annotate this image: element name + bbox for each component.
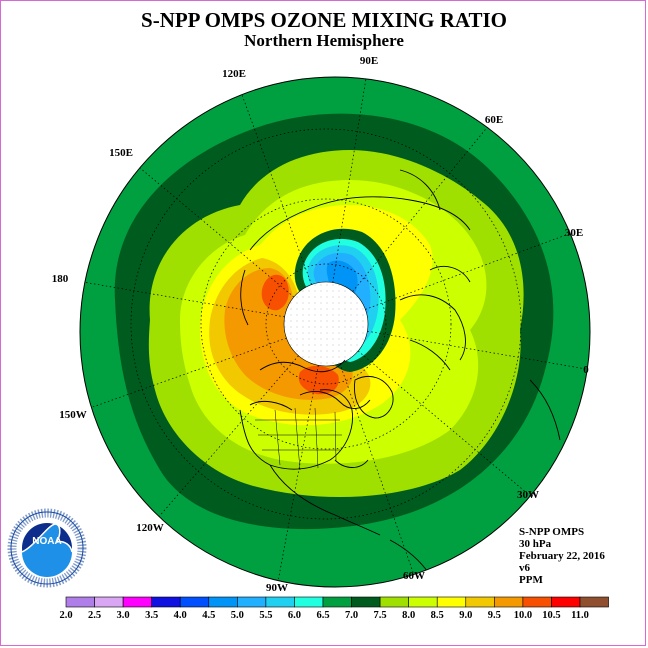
longitude-label: 30E xyxy=(565,227,583,239)
longitude-labels: 90E 60E 30E 0 30W 60W 90W 120W 150W 180 150E 120E xyxy=(52,55,590,594)
colorbar-label: 8.0 xyxy=(402,610,415,621)
colorbar-swatch xyxy=(351,596,381,608)
colorbar-label: 6.5 xyxy=(316,610,329,621)
info-date: February 22, 2016 xyxy=(519,550,605,562)
info-pressure-level: 30 hPa xyxy=(519,538,552,550)
colorbar-swatch xyxy=(494,596,524,608)
colorbar-label: 5.0 xyxy=(231,610,244,621)
colorbar-swatch xyxy=(151,596,181,608)
logo-wave xyxy=(22,524,72,577)
colorbar-label: 5.5 xyxy=(259,610,272,621)
colorbar-swatch xyxy=(122,596,152,608)
colorbar-label: 9.0 xyxy=(459,610,472,621)
colorbar-swatch xyxy=(237,596,267,608)
colorbar-label: 7.0 xyxy=(345,610,358,621)
longitude-label: 60W xyxy=(403,570,425,582)
colorbar-swatch xyxy=(408,596,438,608)
colorbar-swatch xyxy=(265,596,295,608)
greenland-coast xyxy=(354,376,394,419)
colorbar-swatch xyxy=(551,596,581,608)
colorbar-label: 4.5 xyxy=(202,610,215,621)
longitude-label: 90E xyxy=(360,55,378,67)
colorbar-swatch xyxy=(379,596,409,608)
colorbar-label: 7.5 xyxy=(374,610,387,621)
colorbar-label: 10.5 xyxy=(542,610,560,621)
product-info: S-NPP OMPS 30 hPa February 22, 2016 v6 P… xyxy=(519,526,605,586)
colorbar-label: 6.0 xyxy=(288,610,301,621)
map-subtitle: Northern Hemisphere xyxy=(244,31,404,50)
longitude-label: 30W xyxy=(517,489,539,501)
colorbar-swatch xyxy=(322,596,352,608)
longitude-label: 120W xyxy=(136,522,164,534)
graticule xyxy=(80,77,590,587)
colorbar-swatch xyxy=(94,596,124,608)
colorbar-label: 3.5 xyxy=(145,610,158,621)
europe-coast xyxy=(399,266,471,371)
colorbar-swatch xyxy=(179,596,210,608)
colorbar-swatch xyxy=(208,596,238,608)
logo-wordmark: NOAA xyxy=(32,536,61,547)
longitude-label: 0 xyxy=(583,364,589,376)
longitude-label: 150W xyxy=(59,409,87,421)
map-title: S-NPP OMPS OZONE MIXING RATIO xyxy=(141,8,507,32)
longitude-label: 120E xyxy=(222,68,246,80)
africa-coast xyxy=(529,379,561,441)
colorbar: 2.0 2.5 3.0 3.5 4.0 4.5 5.0 5.5 6.0 6.5 7.0 7.5 8.0 8… xyxy=(59,596,609,621)
info-version: v6 xyxy=(519,562,530,574)
colorbar-label: 8.5 xyxy=(431,610,444,621)
colorbar-label: 4.0 xyxy=(174,610,187,621)
map-boundary xyxy=(79,76,591,588)
noaa-logo: NOAA xyxy=(7,508,87,588)
asia-coast xyxy=(240,169,471,326)
longitude-label: 150E xyxy=(109,147,133,159)
colorbar-swatch xyxy=(522,596,552,608)
canada-arctic-coast xyxy=(259,359,371,409)
polar-grid-dots xyxy=(284,282,368,366)
colorbar-swatch xyxy=(579,596,609,608)
longitude-label: 180 xyxy=(52,273,69,285)
colorbar-label: 10.0 xyxy=(514,610,532,621)
logo-gull xyxy=(21,523,73,553)
ozone-region-10.0 xyxy=(298,365,339,395)
longitude-label: 90W xyxy=(266,582,288,594)
colorbar-swatch xyxy=(436,596,467,608)
colorbar-label: 3.0 xyxy=(117,610,130,621)
colorbar-swatch xyxy=(465,596,495,608)
colorbar-label: 11.0 xyxy=(571,610,589,621)
colorbar-label: 2.0 xyxy=(59,610,72,621)
longitude-label: 60E xyxy=(485,114,503,126)
colorbar-label: 2.5 xyxy=(88,610,101,621)
logo-ring-lettering xyxy=(7,508,87,588)
us-state-grid xyxy=(255,407,342,471)
info-units: PPM xyxy=(519,574,543,586)
colorbar-swatch xyxy=(65,596,95,608)
info-instrument: S-NPP OMPS xyxy=(519,526,585,538)
colorbar-label: 9.5 xyxy=(488,610,501,621)
colorbar-swatch xyxy=(294,596,324,608)
north-america-coast xyxy=(239,389,381,536)
